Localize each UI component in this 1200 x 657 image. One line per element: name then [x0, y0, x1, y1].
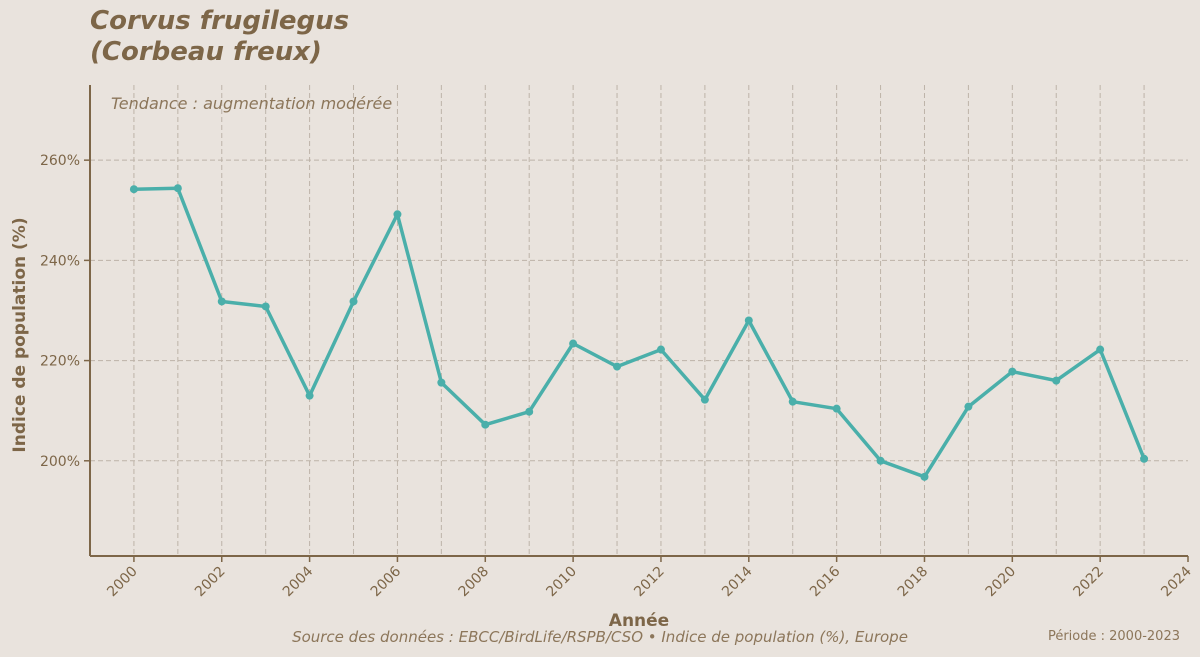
period-note: Période : 2000-2023 [1047, 629, 1180, 644]
data-point [305, 391, 314, 400]
x-axis-label: Année [609, 611, 669, 631]
axes [89, 85, 1188, 557]
data-point [525, 407, 534, 416]
x-tick-label: 2020 [983, 564, 1020, 601]
data-point [832, 404, 841, 413]
x-tick-label: 2002 [192, 564, 229, 601]
data-point [788, 397, 797, 406]
x-tick-label: 2004 [280, 563, 317, 600]
data-point [700, 395, 709, 404]
data-point [437, 378, 446, 387]
data-point [349, 297, 358, 306]
chart-title: Corvus frugilegus (Corbeau freux) [90, 6, 349, 68]
data-point [1052, 376, 1061, 385]
data-point [964, 402, 973, 411]
x-tick-label: 2006 [368, 563, 405, 600]
x-tick-label: 2012 [631, 564, 668, 601]
chart-title-line-1: Corvus frugilegus [90, 6, 350, 36]
x-tick-label: 2016 [807, 563, 844, 600]
chart-title-line-2: (Corbeau freux) [90, 37, 322, 67]
data-point [920, 472, 929, 481]
y-axis-ticks: 200% 220% 240% 260% [40, 153, 90, 470]
data-point [173, 184, 182, 193]
x-tick-label: 2018 [895, 564, 932, 601]
y-axis-label: Indice de population (%) [10, 217, 30, 452]
x-tick-label: 2000 [104, 564, 141, 601]
x-tick-label: 2014 [719, 563, 756, 600]
data-point [481, 420, 490, 429]
grid-lines [90, 85, 1188, 556]
y-tick-label: 220% [40, 354, 80, 370]
x-tick-label: 2008 [456, 564, 493, 601]
data-point [613, 362, 622, 371]
y-tick-label: 240% [40, 253, 80, 269]
x-axis-ticks: 2000 2002 2004 2006 2008 2010 2012 2014 2016 2018… [104, 556, 1195, 600]
data-point [1008, 367, 1017, 376]
y-tick-label: 200% [40, 454, 80, 470]
y-tick-label: 260% [40, 153, 80, 169]
data-point [261, 302, 270, 311]
data-point [744, 316, 753, 325]
x-tick-label: 2022 [1070, 564, 1107, 601]
data-point [217, 297, 226, 306]
data-point [129, 185, 138, 194]
x-tick-label: 2024 [1158, 563, 1195, 600]
data-point [1096, 345, 1105, 354]
data-point [393, 210, 402, 219]
data-point [656, 345, 665, 354]
series-group [129, 184, 1149, 481]
data-point [876, 456, 885, 465]
data-source-note: Source des données : EBCC/BirdLife/RSPB/… [292, 628, 908, 646]
trend-annotation: Tendance : augmentation modérée [111, 94, 392, 113]
data-point [569, 339, 578, 348]
data-point [1140, 454, 1149, 463]
x-tick-label: 2010 [543, 564, 580, 601]
series-line [132, 186, 1146, 479]
